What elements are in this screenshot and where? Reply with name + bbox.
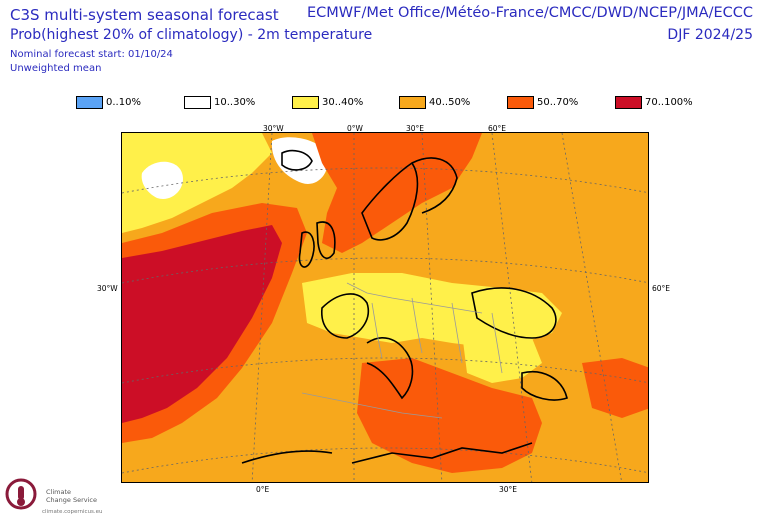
c3s-emblem-icon bbox=[5, 478, 37, 510]
graticule-label: 0°W bbox=[347, 124, 363, 133]
legend-item: 10..30% bbox=[184, 95, 255, 109]
region-red-north bbox=[312, 133, 482, 253]
legend-swatch bbox=[184, 95, 211, 109]
region-yellow-east bbox=[462, 328, 542, 383]
graticule bbox=[122, 133, 648, 482]
logo-line2: Change Service bbox=[46, 496, 97, 504]
region-red-mediterranean bbox=[357, 358, 542, 473]
region-white-west bbox=[141, 161, 183, 199]
legend-swatch bbox=[399, 95, 426, 109]
graticule-label: 30°W bbox=[263, 124, 284, 133]
legend-label: 50..70% bbox=[537, 96, 579, 108]
region-darkred-atlantic bbox=[122, 225, 282, 423]
country-borders bbox=[301, 282, 503, 419]
legend: 0..10% 10..30% 30..40% 40..50% 50..70% 7… bbox=[76, 95, 696, 109]
logo-line1: Climate bbox=[46, 488, 72, 496]
legend-label: 10..30% bbox=[214, 96, 256, 108]
legend-swatch bbox=[615, 95, 642, 109]
legend-label: 30..40% bbox=[322, 96, 364, 108]
legend-label: 0..10% bbox=[106, 96, 141, 108]
weighting: Unweighted mean bbox=[10, 63, 102, 74]
graticule-label: 60°E bbox=[488, 124, 507, 133]
legend-item: 40..50% bbox=[399, 95, 470, 109]
legend-item: 0..10% bbox=[76, 95, 141, 109]
legend-item: 30..40% bbox=[292, 95, 363, 109]
chart-variable: Prob(highest 20% of climatology) - 2m te… bbox=[10, 27, 373, 43]
region-white-iceland bbox=[271, 137, 328, 184]
coastlines bbox=[241, 149, 568, 464]
legend-label: 40..50% bbox=[429, 96, 471, 108]
legend-swatch bbox=[507, 95, 534, 109]
map-canvas bbox=[122, 133, 648, 482]
region-red-east bbox=[582, 358, 648, 418]
logo-url: climate.copernicus.eu bbox=[42, 509, 103, 515]
forecast-start: Nominal forecast start: 01/10/24 bbox=[10, 49, 173, 60]
season-label: DJF 2024/25 bbox=[667, 27, 753, 43]
systems-list: ECMWF/Met Office/Météo-France/CMCC/DWD/N… bbox=[306, 5, 753, 21]
graticule-label: 0°E bbox=[256, 485, 270, 494]
legend-item: 50..70% bbox=[507, 95, 578, 109]
graticule-label: 30°E bbox=[499, 485, 518, 494]
chart-title: C3S multi-system seasonal forecast bbox=[10, 6, 279, 24]
region-yellow-atlantic bbox=[122, 133, 272, 233]
graticule-label: 30°E bbox=[406, 124, 425, 133]
graticule-label: 60°E bbox=[652, 284, 671, 293]
legend-label: 70..100% bbox=[645, 96, 693, 108]
region-yellow-iberia bbox=[307, 283, 347, 328]
copernicus-logo: Climate Change Service climate.copernicu… bbox=[4, 476, 124, 520]
legend-swatch bbox=[76, 95, 103, 109]
graticule-label: 30°W bbox=[97, 284, 118, 293]
legend-swatch bbox=[292, 95, 319, 109]
probability-map bbox=[121, 132, 649, 483]
legend-item: 70..100% bbox=[615, 95, 693, 109]
